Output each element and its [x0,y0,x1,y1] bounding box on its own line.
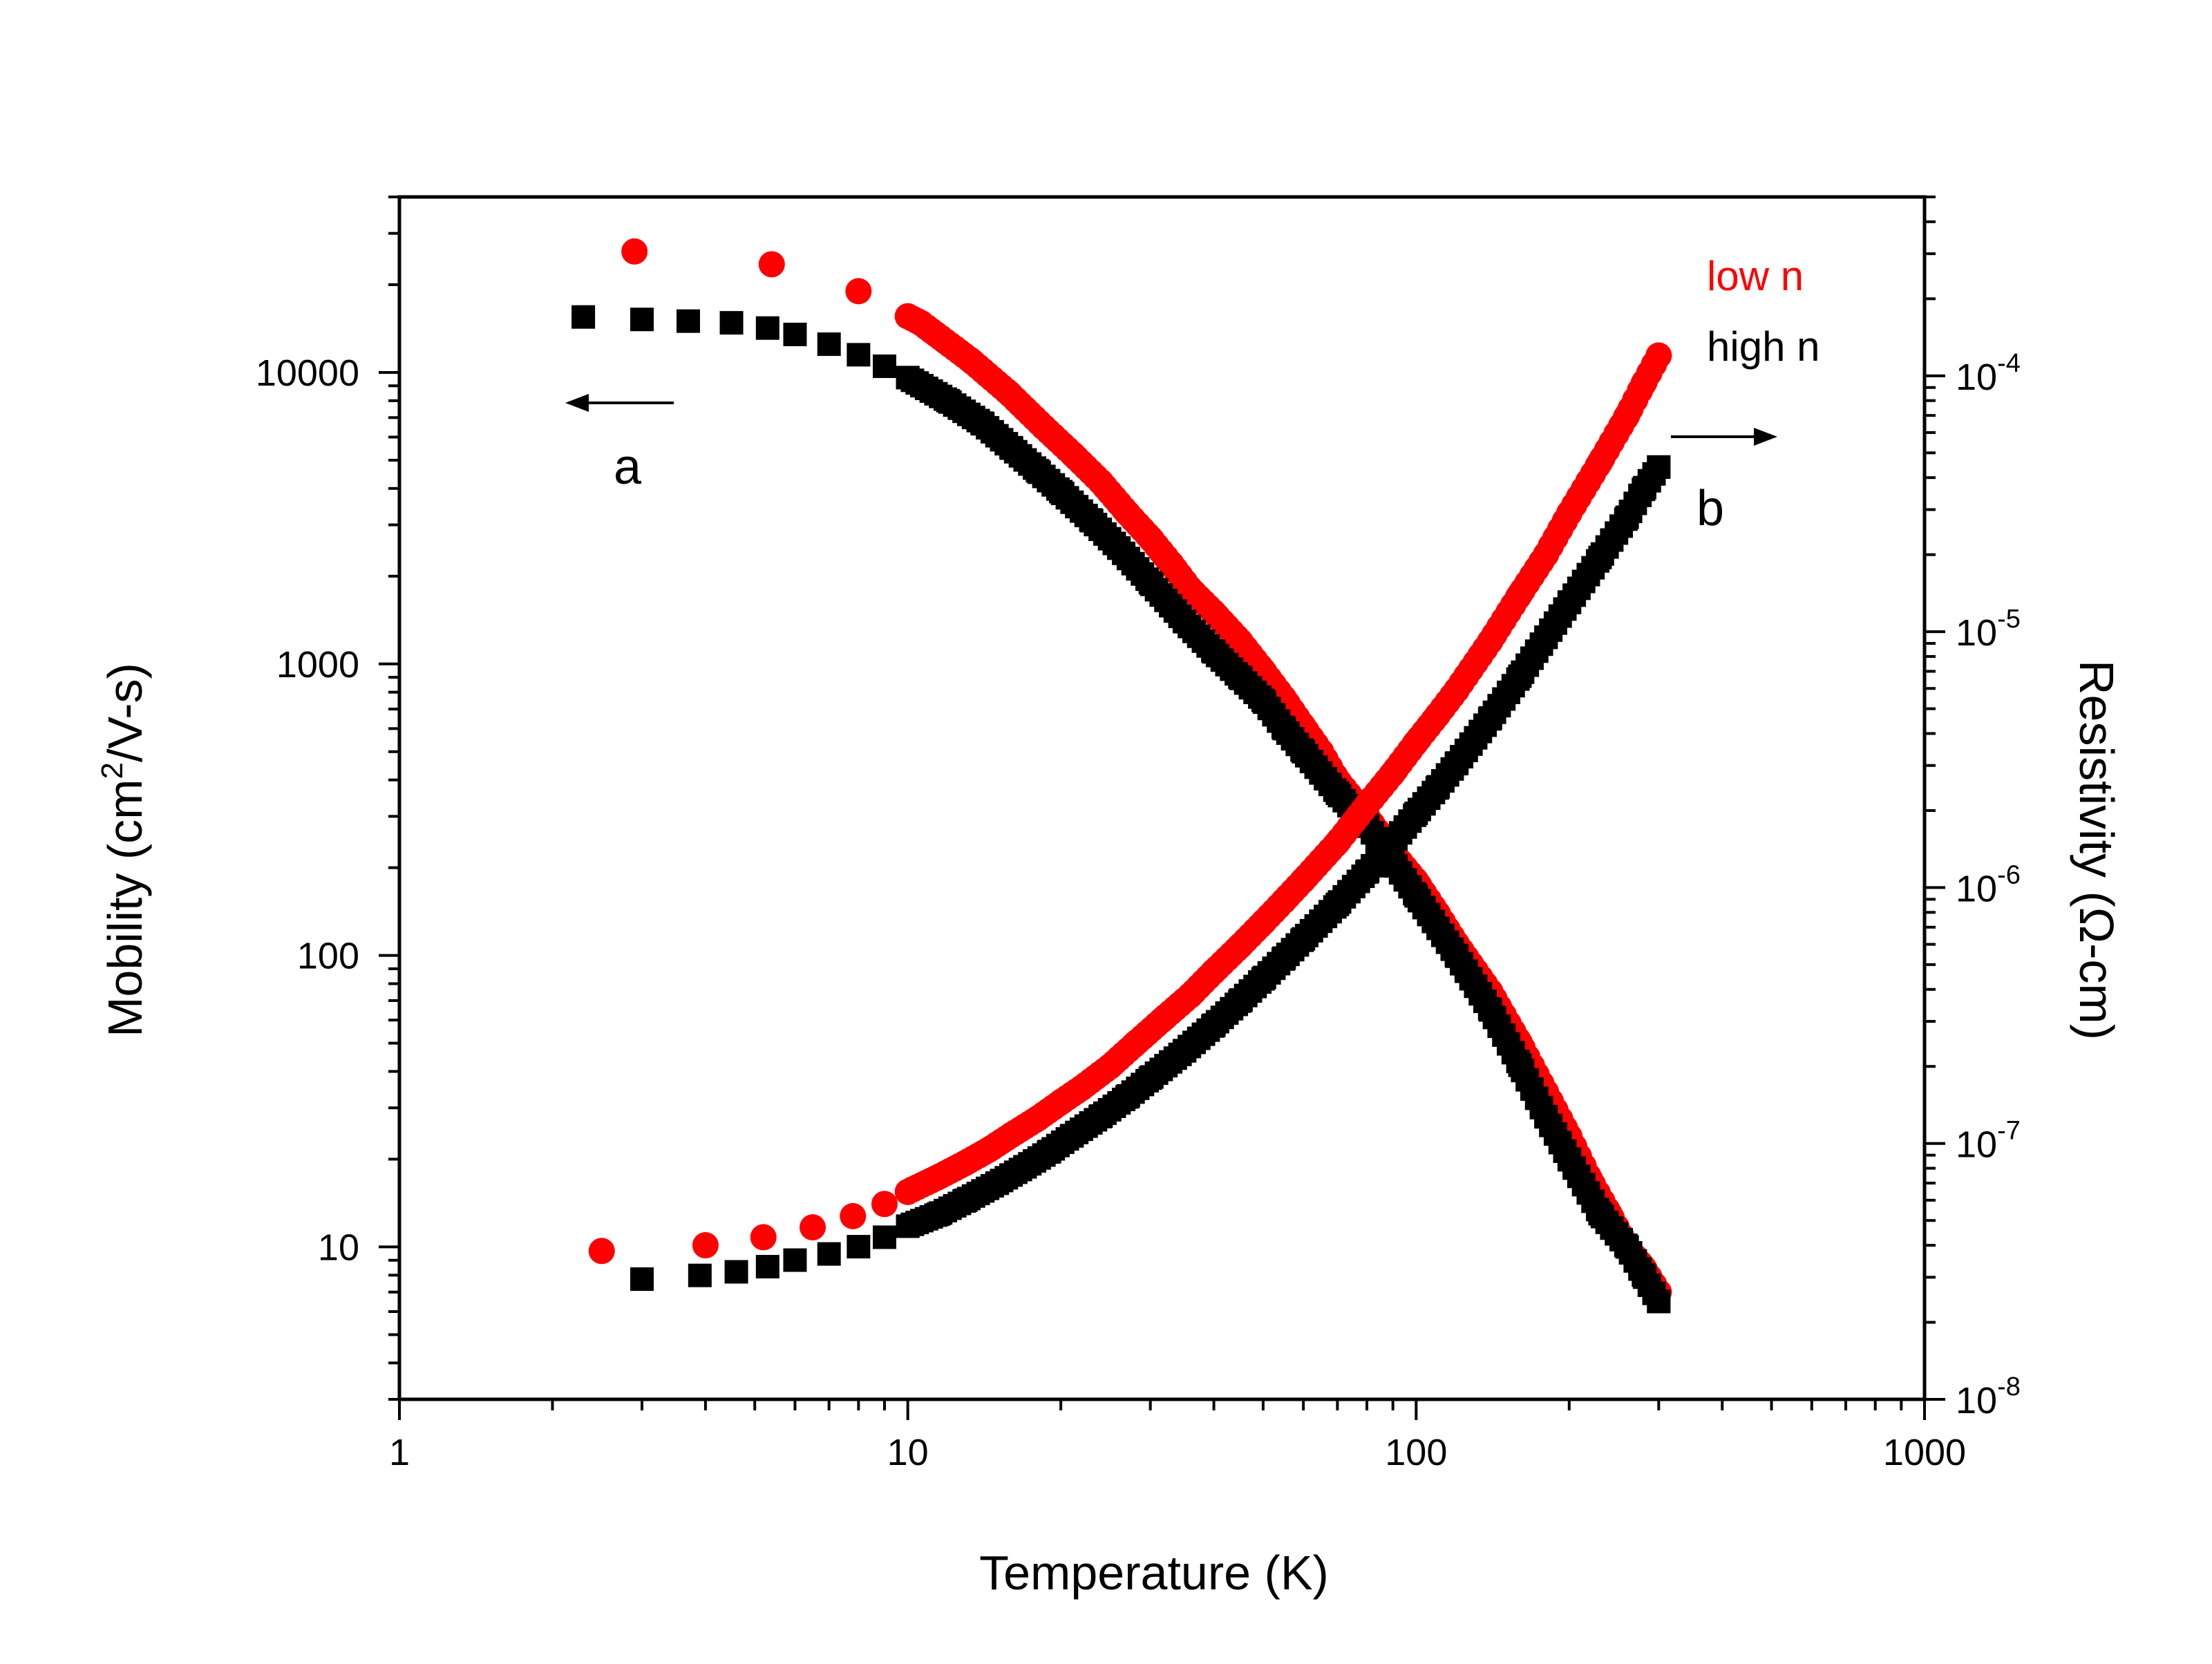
y-axis-left-title-part1: Mobility (cm [98,779,152,1037]
y-right-tick-label: 10-8 [1956,1372,2021,1421]
arrow-left-axis [565,394,674,412]
legend-label-low-n: low n [1707,253,1804,299]
y-left-tick-label: 1000 [276,644,359,686]
data-point [724,1260,748,1284]
arrow-right-axis [1671,428,1777,446]
data-point [677,309,701,333]
data-point [692,1232,719,1259]
y-right-tick-label: 10-5 [1956,605,2021,654]
data-point [871,1191,898,1218]
series-high-n-resistivity [630,455,1671,1292]
data-point [1647,1289,1671,1314]
data-point [758,251,785,278]
y-axis-left-title: Mobility (cm2/V-s) [95,663,152,1037]
data-point [1645,342,1672,369]
annotation-a: a [614,439,642,495]
x-axis-title: Temperature (K) [979,1546,1329,1600]
data-point [630,308,654,332]
data-point [719,311,744,335]
data-point [873,354,897,379]
data-point [588,1238,615,1265]
y-left-tick-label: 10 [318,1227,359,1268]
series-high-n-mobility [571,305,1671,1314]
data-point [873,1225,897,1249]
y-left-tick-label: 100 [297,936,359,977]
data-point [817,1242,841,1266]
data-point [630,1267,654,1292]
data-point [783,322,807,346]
x-tick-label: 100 [1385,1432,1447,1473]
plot-frame [397,195,1927,1401]
y-axis-left-title-part2: /V-s) [98,663,152,762]
data-point [1647,455,1671,479]
data-point [800,1214,826,1241]
data-point [621,238,648,265]
annotation-b: b [1696,481,1724,536]
legend-label-high-n: high n [1707,323,1819,370]
series-layer [571,238,1672,1314]
data-point [571,305,596,329]
data-point [817,332,841,357]
data-point [750,1224,777,1251]
data-point [845,278,872,305]
data-point [755,316,779,340]
y-left-tick-label: 10000 [256,352,359,394]
data-point [840,1202,867,1229]
series-low-n-resistivity [588,342,1672,1265]
tick-labels: 1 10 100 1000 10 100 1000 10000 10-8 10-7 10-6 10-5… [256,349,2021,1473]
y-axis-right-title: Resistivity (Ω-cm) [2070,660,2124,1040]
data-point [783,1248,807,1272]
y-right-tick-label: 10-6 [1956,860,2021,909]
x-tick-label: 1000 [1883,1432,1966,1473]
data-point [847,343,871,367]
data-point [755,1254,779,1278]
y-right-tick-label: 10-4 [1956,349,2021,398]
x-tick-label: 1 [389,1432,410,1473]
y-axis-left-title-superscript: 2 [95,762,129,779]
data-point [847,1235,871,1259]
data-point [688,1263,712,1287]
y-right-tick-label: 10-7 [1956,1117,2021,1166]
axis-ticks [379,196,1945,1420]
x-tick-label: 10 [887,1432,929,1473]
